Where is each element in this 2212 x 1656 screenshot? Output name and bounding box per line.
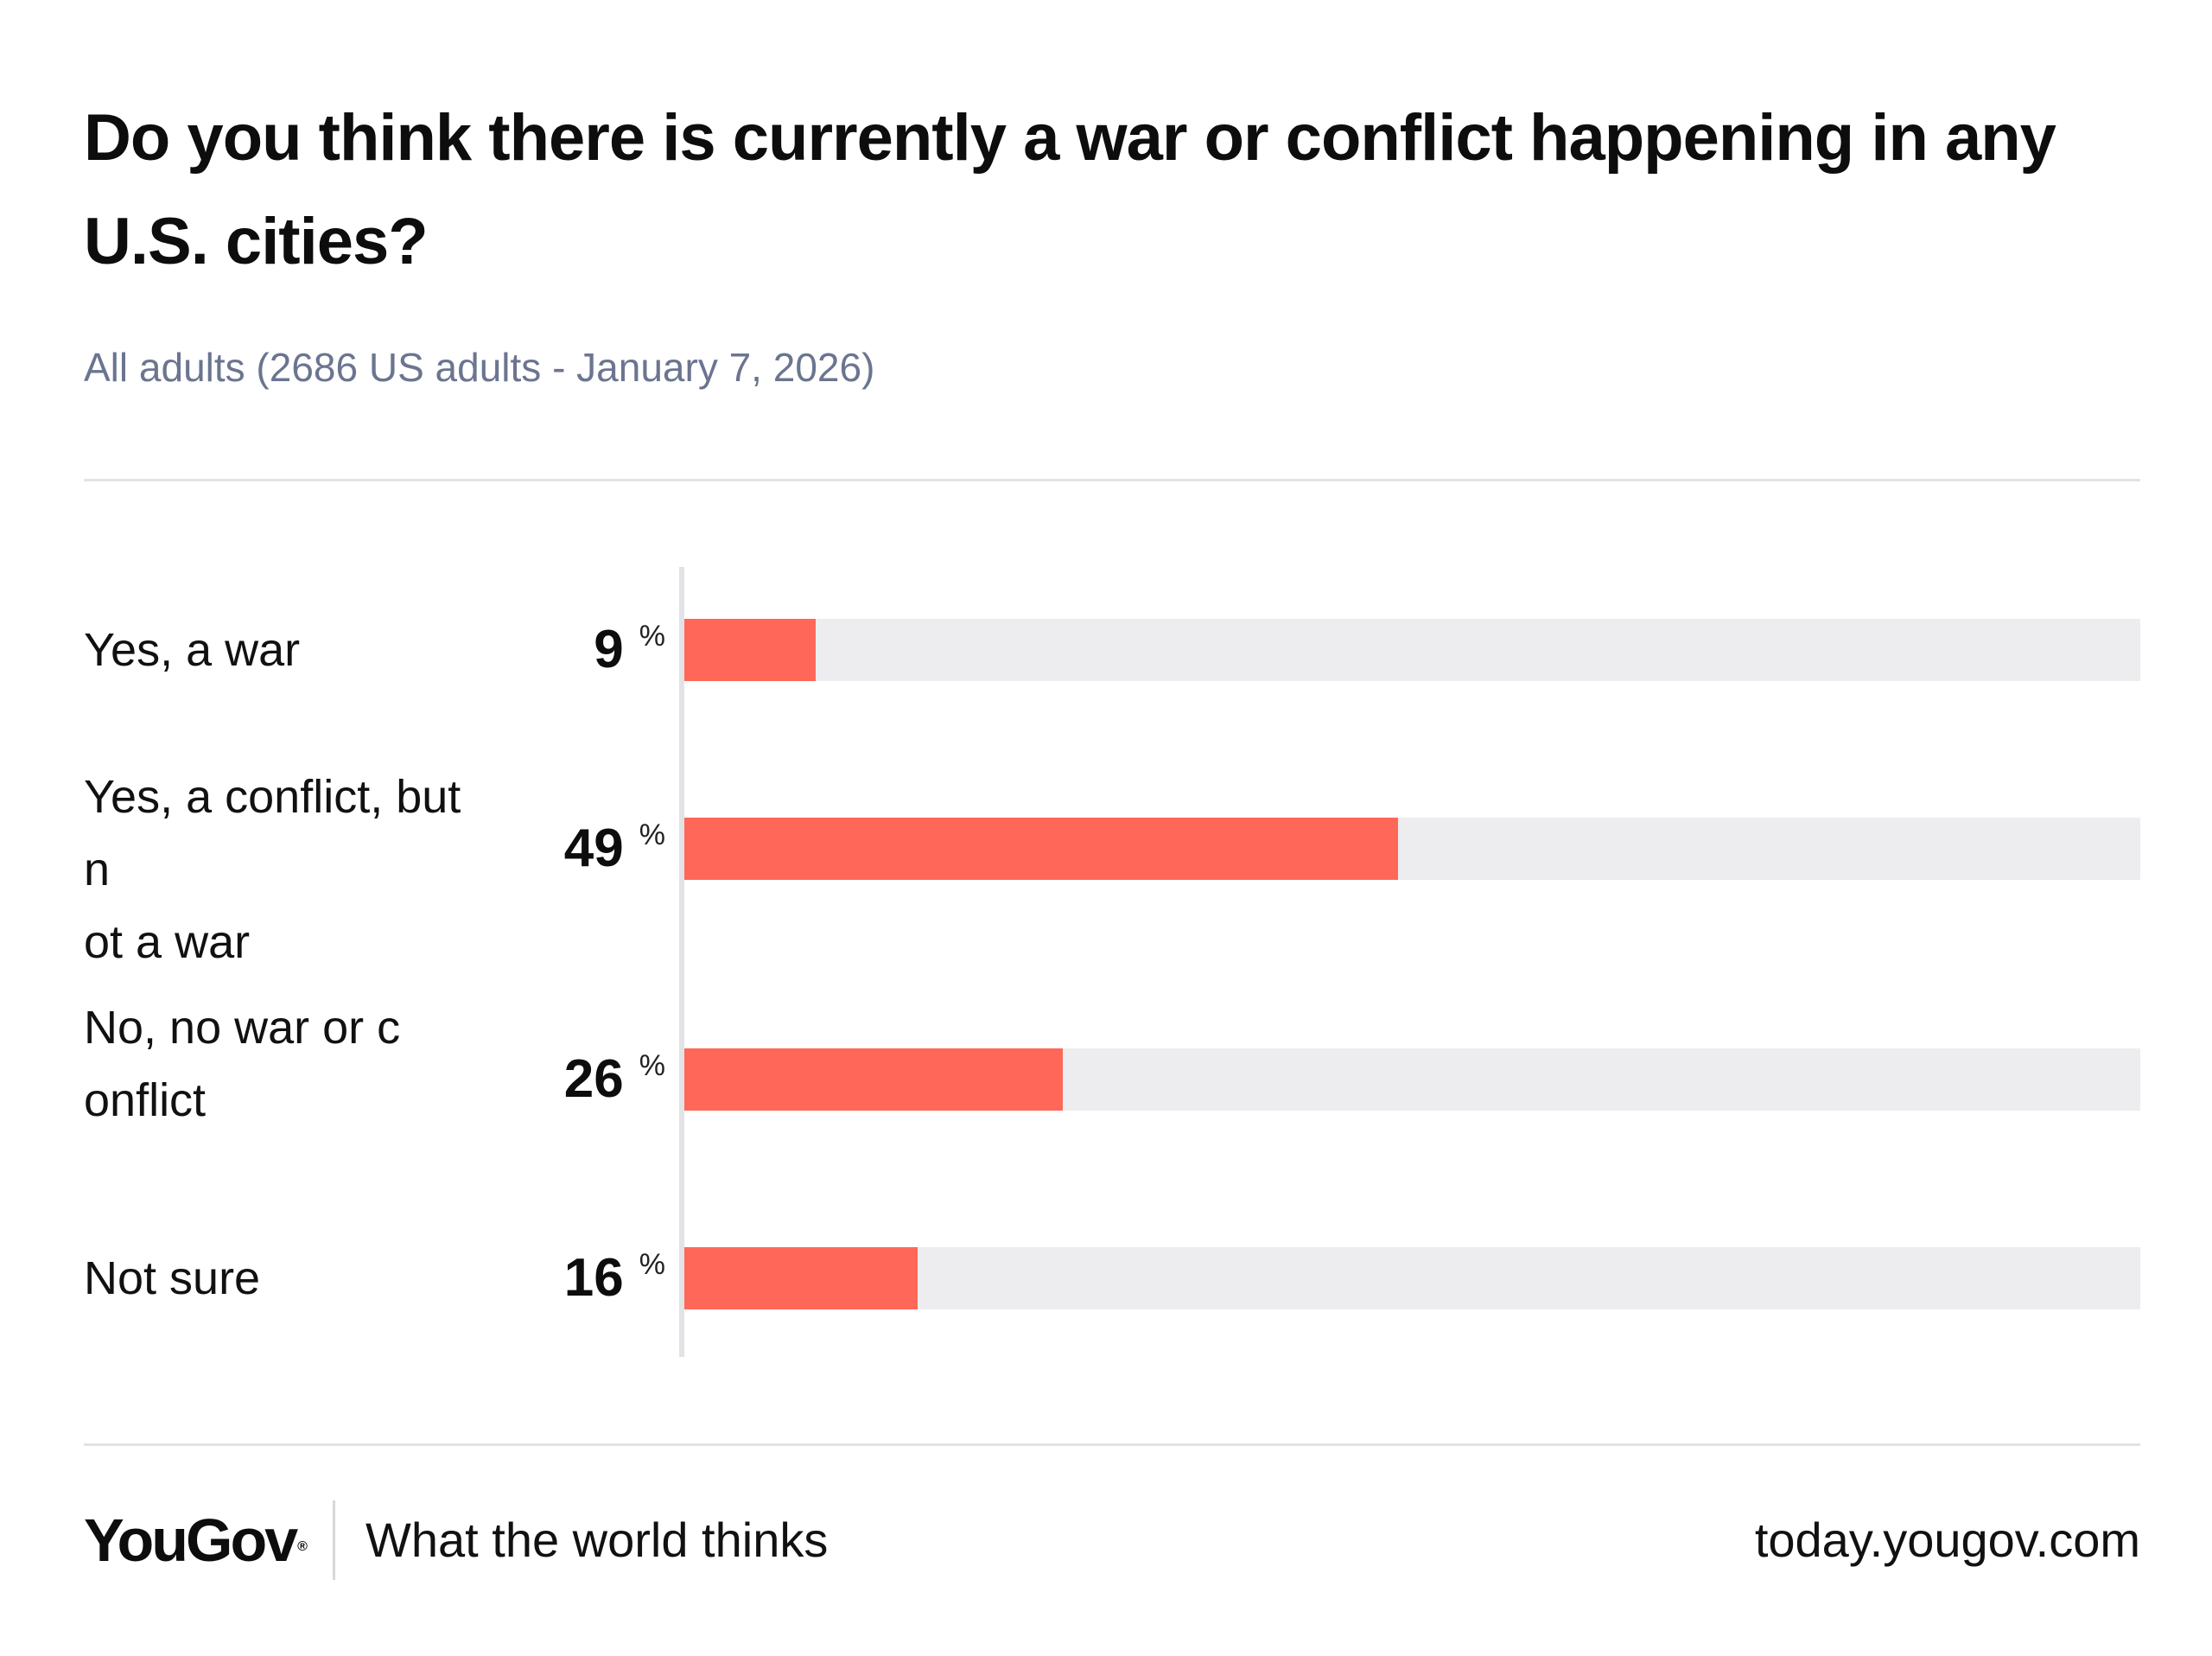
bar-track <box>684 818 2140 880</box>
footer-tagline: What the world thinks <box>365 1513 829 1567</box>
category-label: No, no war or c onflict <box>84 1002 401 1126</box>
value-number: 49 <box>563 818 624 878</box>
bar-row: Yes, a war 9% <box>0 619 2212 681</box>
bar <box>684 619 816 681</box>
category-label: Yes, a war <box>84 624 301 676</box>
bar-row: Yes, a conflict, but n ot a war 49% <box>0 771 2212 968</box>
value-number: 26 <box>563 1049 624 1109</box>
bar-row: No, no war or c onflict 26% <box>0 1002 2212 1126</box>
yougov-logo[interactable]: YouGov ® <box>84 1506 308 1575</box>
category-label: Not sure <box>84 1252 261 1304</box>
bar <box>684 818 1398 880</box>
value-label: 9% <box>594 619 665 681</box>
chart-subtitle: All adults (2686 US adults - January 7, … <box>84 345 875 390</box>
category-label: Yes, a conflict, but n ot a war <box>84 771 461 968</box>
percent-sign: % <box>639 1049 665 1082</box>
logo-text: YouGov <box>84 1506 298 1574</box>
bar <box>684 1247 918 1309</box>
value-label: 26% <box>564 1048 665 1111</box>
percent-sign: % <box>639 818 665 851</box>
footer-divider <box>333 1500 335 1580</box>
percent-sign: % <box>639 620 665 653</box>
bar-track <box>684 1247 2140 1309</box>
percent-sign: % <box>639 1248 665 1281</box>
top-divider <box>84 479 2140 481</box>
chart-title: Do you think there is currently a war or… <box>84 101 2056 278</box>
value-label: 49% <box>564 818 665 880</box>
bar <box>684 1048 1063 1111</box>
registered-mark: ® <box>297 1539 308 1554</box>
value-label: 16% <box>564 1247 665 1309</box>
chart-axis-line <box>679 567 684 1357</box>
footer-url-link[interactable]: today.yougov.com <box>1754 1513 2140 1567</box>
bar-track <box>684 1048 2140 1111</box>
bar-track <box>684 619 2140 681</box>
value-number: 9 <box>594 620 624 679</box>
bottom-divider <box>84 1443 2140 1446</box>
value-number: 16 <box>563 1248 624 1308</box>
bar-row: Not sure 16% <box>0 1247 2212 1309</box>
